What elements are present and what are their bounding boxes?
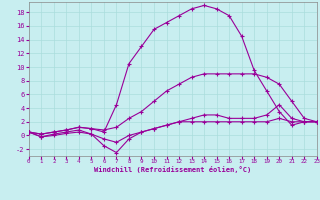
X-axis label: Windchill (Refroidissement éolien,°C): Windchill (Refroidissement éolien,°C)	[94, 166, 252, 173]
